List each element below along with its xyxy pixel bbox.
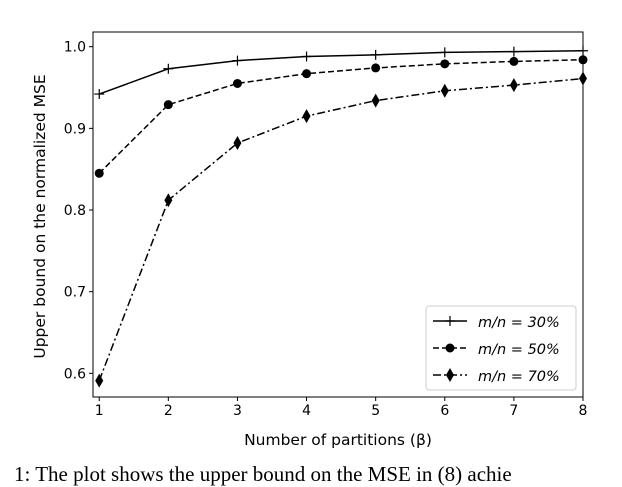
series-1 — [94, 45, 588, 100]
legend: m/n = 30% m/n = 50% m/n = 70% — [425, 305, 577, 391]
y-axis-label: Upper bound on the normalized MSE — [31, 74, 49, 358]
data-point — [163, 100, 173, 110]
x-tick-label: 2 — [164, 403, 173, 419]
legend-label: m/n = 70% — [478, 369, 560, 385]
x-tick-label: 3 — [233, 403, 242, 419]
x-tick-label: 5 — [371, 403, 380, 419]
data-point — [509, 78, 518, 93]
figure-caption: 1: The plot shows the upper bound on the… — [14, 462, 512, 486]
data-point — [164, 193, 173, 208]
series-2 — [94, 55, 588, 178]
data-point — [371, 63, 381, 73]
series-line — [98, 50, 584, 95]
series-3 — [95, 71, 587, 388]
data-point — [439, 47, 450, 58]
legend-marker — [445, 343, 455, 353]
series-line — [98, 59, 584, 174]
legend-marker — [445, 316, 455, 326]
y-tick-label: 1.0 — [64, 40, 86, 56]
data-point — [371, 93, 380, 108]
data-point — [440, 59, 450, 69]
x-axis-label: Number of partitions (β) — [244, 431, 432, 449]
data-point — [301, 51, 312, 62]
data-point — [370, 49, 381, 60]
y-tick-label: 0.7 — [64, 285, 86, 301]
legend-box — [425, 305, 577, 391]
chart: 1 2 3 4 5 6 7 8 0.6 0.7 0.8 0.9 1.0 Number of partiti… — [31, 31, 588, 449]
data-point — [232, 78, 242, 88]
x-tick-label: 7 — [509, 403, 518, 419]
data-point — [94, 168, 104, 178]
data-point — [233, 136, 242, 151]
data-point — [509, 56, 519, 66]
x-tick-label: 4 — [302, 403, 311, 419]
x-tick-label: 8 — [579, 403, 588, 419]
data-point — [232, 55, 243, 66]
y-tick-label: 0.8 — [64, 203, 86, 219]
legend-label: m/n = 50% — [478, 342, 560, 358]
data-point — [163, 63, 174, 74]
plot-frame — [92, 31, 584, 398]
legend-label: m/n = 30% — [478, 315, 560, 331]
data-point — [302, 109, 311, 124]
data-point — [508, 46, 519, 57]
y-tick-label: 0.9 — [64, 121, 86, 137]
x-tick-label: 1 — [95, 403, 104, 419]
series-line — [98, 77, 584, 381]
y-tick-label: 0.6 — [64, 366, 86, 382]
data-point — [440, 83, 449, 98]
x-tick-label: 6 — [440, 403, 449, 419]
data-point — [95, 373, 104, 388]
data-point — [302, 69, 312, 79]
legend-marker — [446, 368, 454, 382]
data-point — [94, 89, 105, 100]
